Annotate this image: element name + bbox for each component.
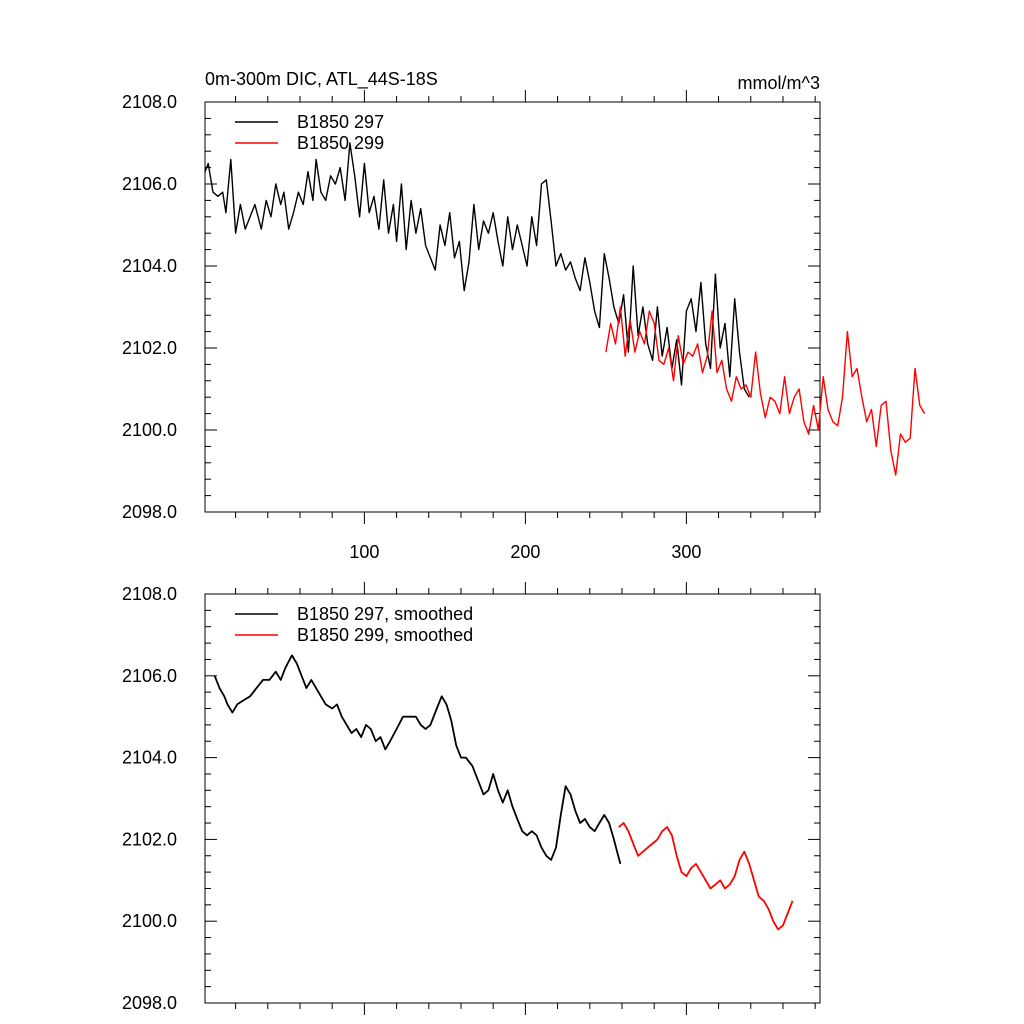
y-tick-label: 2108.0	[122, 92, 177, 112]
legend-label-1: B1850 297	[297, 112, 384, 132]
chart-units: mmol/m^3	[738, 73, 820, 93]
legend-label-2: B1850 299, smoothed	[297, 625, 473, 645]
chart-panel-1: 2098.0 2100.0 2102.0 2104.0 2106.0 2108.0 100 2…	[122, 69, 926, 562]
y-tick-label: 2104.0	[122, 256, 177, 276]
y-tick-label: 2098.0	[122, 502, 177, 522]
chart-panel-2: 2098.0 2100.0 2102.0 2104.0 2106.0 2108.0 B185…	[122, 582, 821, 1015]
y-tick-label: 2100.0	[122, 911, 177, 931]
y-tick-label: 2108.0	[122, 584, 177, 604]
y-tick-label: 2104.0	[122, 748, 177, 768]
y-tick-label: 2106.0	[122, 174, 177, 194]
y-tick-label: 2102.0	[122, 829, 177, 849]
y-tick-label: 2102.0	[122, 338, 177, 358]
legend-label-2: B1850 299	[297, 133, 384, 153]
series-line-2	[618, 822, 794, 931]
series-line-1	[204, 142, 750, 398]
y-tick-label: 2106.0	[122, 666, 177, 686]
x-tick-label: 200	[510, 542, 540, 562]
legend-label-1: B1850 297, smoothed	[297, 604, 473, 624]
series-line-1	[213, 654, 622, 865]
series-line-2	[605, 306, 926, 476]
x-tick-label: 100	[349, 542, 379, 562]
plot-frame	[204, 593, 821, 1004]
plot-frame	[204, 101, 821, 513]
y-tick-label: 2098.0	[122, 993, 177, 1013]
chart-title: 0m-300m DIC, ATL_44S-18S	[205, 69, 438, 90]
x-tick-label: 300	[671, 542, 701, 562]
y-tick-label: 2100.0	[122, 420, 177, 440]
